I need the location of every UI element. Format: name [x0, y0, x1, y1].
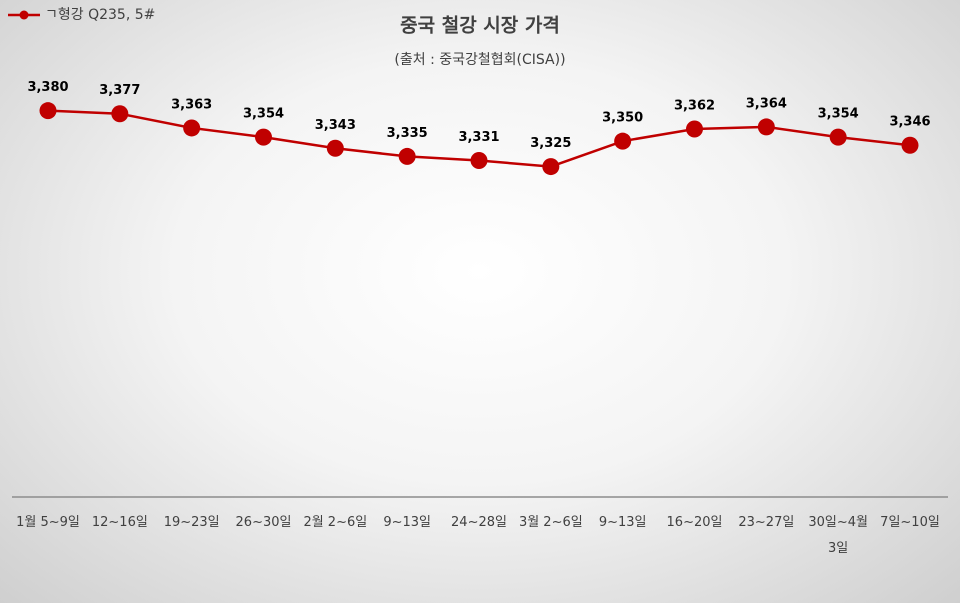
x-tick-label: 2월 2~6일 — [303, 515, 368, 530]
data-point — [111, 105, 129, 123]
data-point — [398, 147, 416, 165]
data-label: 3,354 — [818, 107, 859, 122]
data-label: 3,364 — [746, 96, 787, 111]
data-point — [326, 139, 344, 157]
data-point — [183, 119, 201, 137]
x-tick-label: 30일~4월 3일 — [808, 515, 868, 556]
data-label: 3,363 — [171, 97, 212, 112]
x-tick-label: 16~20일 — [666, 515, 723, 530]
data-label: 3,325 — [530, 136, 571, 151]
legend-label: ㄱ형강 Q235, 5# — [45, 7, 155, 23]
data-point — [757, 118, 775, 136]
data-point — [829, 128, 847, 146]
x-tick-label: 9~13일 — [383, 515, 431, 530]
x-tick-label: 12~16일 — [91, 515, 148, 530]
x-tick-label: 1월 5~9일 — [16, 515, 80, 530]
x-tick-label: 24~28일 — [451, 515, 507, 530]
legend-marker — [19, 10, 29, 20]
x-tick-label: 3월 2~6일 — [518, 515, 583, 530]
data-point — [39, 102, 57, 120]
data-point — [470, 151, 488, 169]
data-label: 3,350 — [602, 111, 643, 126]
x-tick-label: 7일~10일 — [880, 515, 940, 530]
data-label: 3,354 — [243, 107, 284, 122]
data-label: 3,346 — [889, 115, 930, 130]
chart-title: 중국 철강 시장 가격 — [400, 15, 560, 37]
data-label: 3,362 — [674, 98, 715, 113]
x-tick-label: 9~13일 — [598, 515, 647, 530]
data-label: 3,331 — [458, 130, 499, 145]
data-label: 3,335 — [387, 126, 428, 141]
data-point — [255, 128, 272, 146]
data-label: 3,377 — [99, 83, 140, 98]
x-tick-label: 19~23일 — [163, 515, 220, 530]
x-tick-label: 26~30일 — [235, 515, 292, 530]
data-point — [686, 120, 703, 138]
data-point — [901, 136, 919, 154]
data-label: 3,343 — [315, 118, 356, 133]
data-point — [542, 158, 560, 176]
data-label: 3,380 — [27, 80, 68, 95]
chart-subtitle: (출처 : 중국강철협회(CISA)) — [394, 52, 565, 68]
data-point — [614, 132, 632, 150]
x-tick-label: 23~27일 — [738, 515, 795, 530]
